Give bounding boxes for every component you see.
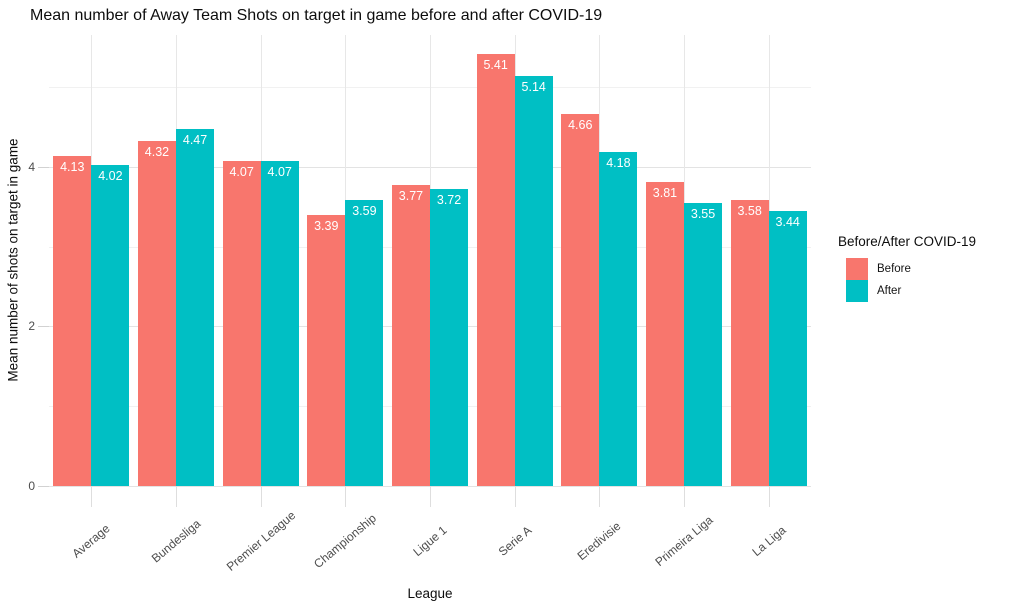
bar-value-label: 4.07 — [267, 165, 292, 180]
bar-value-label: 4.32 — [144, 145, 170, 160]
x-tick-mark — [430, 486, 431, 507]
bar-value-label: 5.41 — [483, 58, 508, 73]
bar-value-label: 3.39 — [314, 219, 339, 234]
x-tick-mark — [176, 486, 177, 507]
legend-item-before: Before — [846, 258, 976, 280]
x-category-label-text: Average — [69, 521, 113, 561]
x-category-label-text: Bundesliga — [148, 516, 204, 566]
bar-value-label: 5.14 — [521, 79, 546, 94]
bar-before-la-liga: 3.58 — [730, 200, 769, 486]
legend-title: Before/After COVID-19 — [838, 234, 977, 249]
y-tick-label: 0 — [28, 479, 35, 493]
bar-after-ligue-1: 3.72 — [430, 189, 469, 486]
bar-value-label: 3.72 — [436, 193, 462, 208]
bar-before-ligue-1: 3.77 — [391, 185, 430, 486]
y-tick-mark — [38, 166, 49, 168]
x-category-label-text: Championship — [311, 510, 380, 572]
bar-value-label: 4.18 — [606, 156, 631, 171]
legend-item-after: After — [846, 280, 976, 302]
bar-after-championship: 3.59 — [345, 199, 384, 486]
legend-label: Before — [877, 263, 911, 275]
x-tick-mark — [91, 486, 93, 507]
y-tick-label: 4 — [28, 159, 35, 174]
bar-after-bundesliga: 4.47 — [176, 129, 215, 486]
y-tick-mark — [38, 486, 49, 487]
bar-value-label: 4.13 — [60, 160, 85, 175]
bar-value-label: 3.44 — [775, 215, 800, 230]
legend-key-before — [846, 258, 868, 280]
y-tick-label: 2 — [28, 319, 35, 334]
bar-before-championship: 3.39 — [307, 215, 346, 486]
x-category-label-text: Serie A — [495, 523, 534, 559]
bar-after-serie-a: 5.14 — [514, 75, 553, 486]
x-tick-mark — [345, 486, 347, 507]
bar-value-label: 4.07 — [229, 165, 254, 180]
bar-value-label: 3.58 — [737, 204, 762, 219]
x-tick-mark — [684, 486, 685, 507]
x-tick-mark — [514, 486, 516, 507]
bar-after-average: 4.02 — [91, 165, 130, 486]
bar-before-bundesliga: 4.32 — [137, 141, 176, 486]
x-category-label-text: La Liga — [749, 522, 789, 560]
bar-value-label: 3.59 — [352, 203, 377, 218]
bar-value-label: 3.55 — [690, 206, 716, 221]
x-tick-mark — [260, 486, 262, 507]
bar-value-label: 3.77 — [398, 189, 424, 204]
x-axis-title: League — [407, 586, 453, 601]
bar-before-premier-league: 4.07 — [222, 161, 261, 486]
x-category-label-text: Primeira Liga — [652, 512, 716, 570]
plot-area: 4.13 4.32 4.07 3.39 3.77 5.41 4.66 3.81 3.58 4.02… — [49, 35, 811, 487]
x-category-label-text: Premier League — [223, 508, 298, 574]
bar-before-eredivisie: 4.66 — [561, 114, 600, 486]
bar-before-serie-a: 5.41 — [476, 54, 515, 486]
x-tick-mark — [768, 486, 770, 507]
bar-after-la-liga: 3.44 — [768, 211, 807, 486]
x-tick-mark — [599, 486, 601, 507]
bar-before-primeira-liga: 3.81 — [645, 181, 684, 486]
chart-title: Mean number of Away Team Shots on target… — [30, 7, 603, 24]
y-tick-mark — [38, 326, 49, 328]
legend-keys: Before After — [838, 258, 976, 302]
bar-after-premier-league: 4.07 — [260, 161, 299, 486]
bar-value-label: 3.81 — [652, 185, 678, 200]
bar-value-label: 4.66 — [568, 118, 593, 133]
legend-label: After — [877, 285, 902, 297]
legend: Before/After COVID-19 Before After — [838, 234, 976, 302]
legend-key-after — [846, 280, 868, 302]
bar-after-eredivisie: 4.18 — [599, 152, 638, 486]
bar-before-average: 4.13 — [53, 156, 92, 486]
x-category-label-text: Ligue 1 — [410, 522, 450, 560]
bar-value-label: 4.02 — [98, 169, 123, 184]
bar-after-primeira-liga: 3.55 — [684, 202, 723, 486]
x-category-label-text: Eredivisie — [574, 518, 624, 564]
bar-value-label: 4.47 — [182, 133, 208, 148]
y-axis-title-text: Mean number of shots on target in game — [5, 138, 21, 382]
